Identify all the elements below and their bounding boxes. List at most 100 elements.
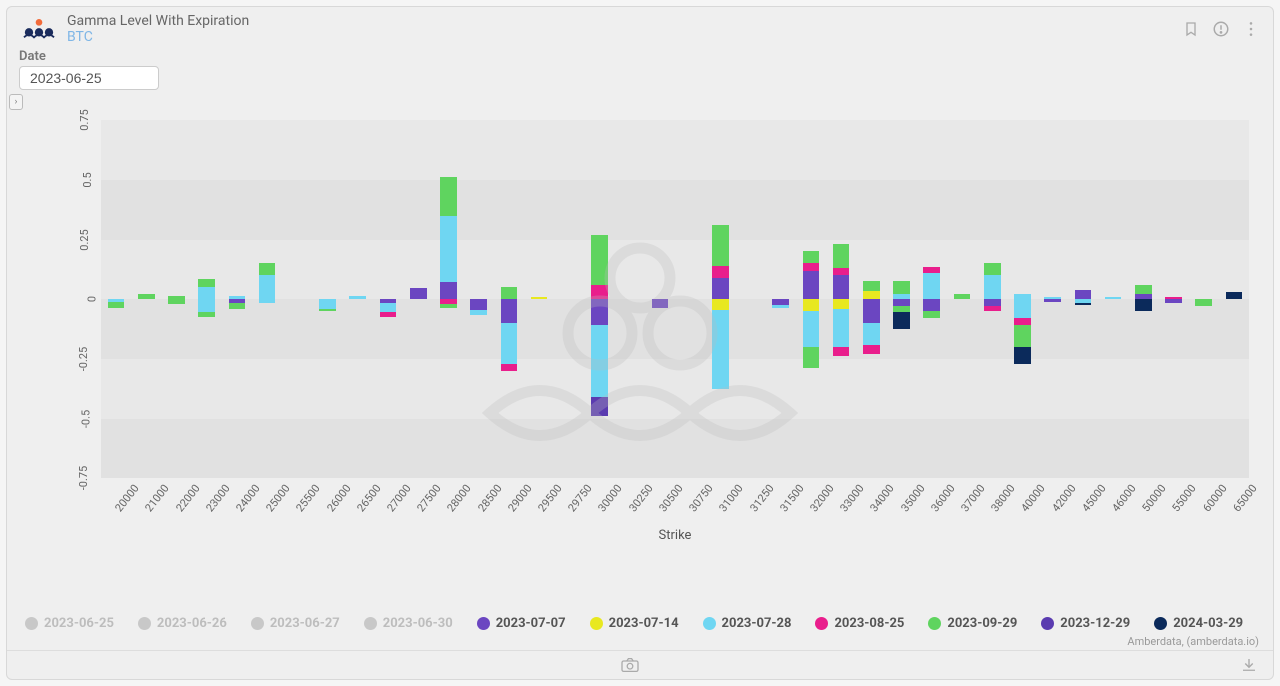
x-tick: 31000 [717,482,746,514]
x-tick: 32000 [807,482,836,514]
y-tick: -0.25 [76,347,89,372]
bar-segment[interactable] [1135,299,1152,311]
bar-segment[interactable] [440,177,457,215]
bar-segment[interactable] [1226,292,1243,299]
credit-text: Amberdata, (amberdata.io) [7,633,1273,650]
bar-segment[interactable] [259,275,276,299]
bar-segment[interactable] [198,299,215,312]
x-tick: 29000 [505,482,534,514]
panel-title: Gamma Level With Expiration [67,13,1181,29]
bar-segment[interactable] [984,275,1001,299]
legend-item[interactable]: 2023-07-07 [477,616,566,631]
bar-segment[interactable] [893,281,910,294]
bar-segment[interactable] [1014,347,1031,364]
x-tick: 25000 [264,482,293,514]
bar-segment[interactable] [380,312,397,317]
bar-segment[interactable] [984,306,1001,311]
alert-icon[interactable] [1211,19,1231,39]
bar-segment[interactable] [833,268,850,275]
x-tick: 50000 [1140,482,1169,514]
legend-swatch [703,617,716,630]
date-input[interactable] [19,66,159,90]
bar-segment[interactable] [380,303,397,313]
bar-segment[interactable] [984,299,1001,306]
bar-segment[interactable] [833,347,850,357]
bar-segment[interactable] [1165,299,1182,303]
bar-segment[interactable] [1105,297,1122,299]
bar-column [923,120,940,478]
legend: 2023-06-25 2023-06-26 2023-06-27 2023-06-30… [7,616,1273,633]
collapse-toggle[interactable]: › [9,94,23,110]
x-tick: 65000 [1230,482,1259,514]
bar-segment[interactable] [1014,299,1031,318]
x-tick: 36000 [928,482,957,514]
bookmark-icon[interactable] [1181,19,1201,39]
bar-segment[interactable] [833,244,850,268]
legend-swatch [928,617,941,630]
date-label: Date [19,49,1261,64]
bar-segment[interactable] [440,282,457,299]
bar-segment[interactable] [1075,303,1092,305]
x-tick: 30250 [626,482,655,514]
bar-segment[interactable] [410,288,427,299]
bar-segment[interactable] [319,309,336,311]
bar-segment[interactable] [923,267,940,273]
bar-segment[interactable] [954,294,971,299]
bar-segment[interactable] [893,299,910,306]
bar-segment[interactable] [1135,285,1152,295]
bar-segment[interactable] [863,323,880,344]
camera-icon[interactable] [620,655,640,675]
bar-segment[interactable] [259,299,276,303]
bar-segment[interactable] [893,312,910,329]
legend-item[interactable]: 2023-08-25 [815,616,904,631]
legend-item[interactable]: 2023-06-25 [25,616,114,631]
bar-segment[interactable] [923,273,940,299]
bar-segment[interactable] [198,287,215,299]
y-tick: 0.25 [78,229,91,250]
bar-segment[interactable] [108,302,125,308]
legend-item[interactable]: 2023-07-14 [590,616,679,631]
bar-segment[interactable] [229,303,246,309]
bar-segment[interactable] [168,299,185,304]
bar-segment[interactable] [138,294,155,299]
bar-segment[interactable] [198,312,215,317]
bar-segment[interactable] [1075,290,1092,300]
legend-item[interactable]: 2023-06-30 [364,616,453,631]
bar-segment[interactable] [349,296,366,300]
bar-segment[interactable] [863,291,880,299]
bar-segment[interactable] [833,309,850,347]
download-icon[interactable] [1239,655,1259,675]
bar-segment[interactable] [198,279,215,287]
legend-item[interactable]: 2023-12-29 [1041,616,1130,631]
bar-segment[interactable] [833,275,850,299]
more-icon[interactable] [1241,19,1261,39]
x-tick: 30750 [687,482,716,514]
bar-segment[interactable] [863,299,880,323]
x-tick: 30500 [656,482,685,514]
bar-segment[interactable] [319,299,336,309]
legend-item[interactable]: 2023-09-29 [928,616,1017,631]
legend-swatch [25,617,38,630]
legend-item[interactable]: 2023-06-26 [138,616,227,631]
legend-item[interactable]: 2023-06-27 [251,616,340,631]
legend-label: 2023-09-29 [947,616,1017,631]
bar-segment[interactable] [440,304,457,308]
bar-segment[interactable] [440,216,457,283]
legend-item[interactable]: 2023-07-28 [703,616,792,631]
bar-segment[interactable] [923,311,940,318]
bar-segment[interactable] [1044,299,1061,301]
bar-segment[interactable] [1014,325,1031,346]
bar-segment[interactable] [1195,299,1212,306]
bar-column [863,120,880,478]
bar-segment[interactable] [863,345,880,355]
legend-swatch [590,617,603,630]
bar-segment[interactable] [863,281,880,291]
x-tick: 33000 [838,482,867,514]
bar-column [319,120,336,478]
bar-segment[interactable] [923,299,940,311]
bar-segment[interactable] [1014,318,1031,325]
bar-segment[interactable] [259,263,276,275]
legend-item[interactable]: 2024-03-29 [1154,616,1243,631]
bar-segment[interactable] [833,299,850,309]
bar-segment[interactable] [984,263,1001,275]
